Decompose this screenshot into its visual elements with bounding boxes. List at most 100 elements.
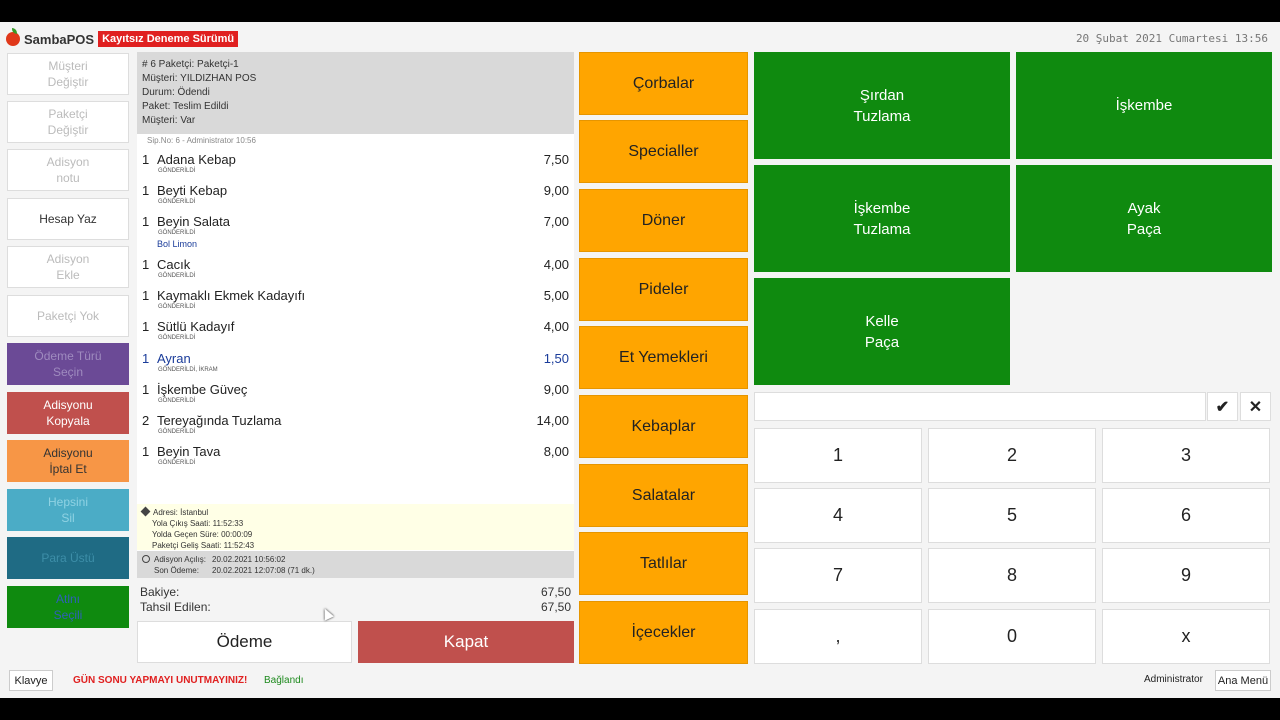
category-button[interactable]: Specialler — [579, 120, 748, 183]
ticket-header-line: Müşteri: Var — [142, 115, 196, 126]
keyboard-button[interactable]: Klavye — [9, 670, 53, 691]
ticket-note-button[interactable]: Adisyon notu — [7, 149, 129, 191]
item-status: GÖNDERİLDİ — [158, 304, 196, 310]
ticket-panel: # 6 Paketçi: Paketçi-1 Müşteri: YILDIZHA… — [137, 52, 574, 578]
item-price: 4,00 — [543, 257, 569, 272]
end-of-day-warning: GÜN SONU YAPMAYI UNUTMAYINIZ! — [73, 675, 248, 686]
numpad-key[interactable]: , — [754, 609, 922, 664]
item-qty: 1 — [142, 319, 150, 334]
current-user: Administrator — [1144, 674, 1203, 685]
item-name: Tereyağında Tuzlama — [157, 413, 282, 428]
trial-badge: Kayıtsız Deneme Sürümü — [98, 31, 239, 47]
balance-value: 67,50 — [540, 585, 571, 599]
item-price: 8,00 — [543, 444, 569, 459]
item-qty: 1 — [142, 288, 150, 303]
product-button[interactable]: Şırdan Tuzlama — [754, 52, 1010, 159]
numpad-key[interactable]: 3 — [1102, 428, 1270, 483]
numpad-key[interactable]: 0 — [928, 609, 1096, 664]
item-qty: 1 — [142, 257, 150, 272]
main-menu-button[interactable]: Ana Menü — [1215, 670, 1271, 691]
item-price: 7,00 — [543, 214, 569, 229]
category-button[interactable]: Salatalar — [579, 464, 748, 527]
item-price: 7,50 — [543, 152, 569, 167]
item-name: Kaymaklı Ekmek Kadayıfı — [157, 288, 306, 303]
clock-icon — [142, 555, 150, 563]
charge-account-button[interactable]: Hesap Yaz — [7, 198, 129, 240]
product-button[interactable]: Ayak Paça — [1016, 165, 1272, 272]
item-price: 9,00 — [543, 382, 569, 397]
pos-window: SambaPOS Kayıtsız Deneme Sürümü 20 Şubat… — [0, 22, 1280, 698]
item-qty: 1 — [142, 183, 150, 198]
copy-ticket-button[interactable]: Adisyonu Kopyala — [7, 392, 129, 434]
category-button[interactable]: İçecekler — [579, 601, 748, 664]
app-logo: SambaPOS Kayıtsız Deneme Sürümü — [6, 28, 239, 48]
item-status: GÖNDERİLDİ — [158, 199, 196, 205]
numpad-key[interactable]: 9 — [1102, 548, 1270, 603]
datetime: 20 Şubat 2021 Cumartesi 13:56 — [1075, 32, 1268, 45]
collected-value: 67,50 — [540, 600, 571, 614]
open-time-label: Adisyon Açılış: — [154, 555, 207, 564]
item-price: 14,00 — [536, 413, 569, 428]
ticket-header-line: Durum: Ödendi — [142, 87, 210, 98]
category-button[interactable]: Çorbalar — [579, 52, 748, 115]
product-button[interactable]: İşkembe — [1016, 52, 1272, 159]
item-qty: 1 — [142, 444, 150, 459]
change-courier-button[interactable]: Paketçi Değiştir — [7, 101, 129, 143]
selected-button[interactable]: Atlnı Seçili — [7, 586, 129, 628]
numpad-key[interactable]: 5 — [928, 488, 1096, 543]
ticket-totals: Bakiye: 67,50 Tahsil Edilen: 67,50 — [140, 585, 571, 615]
item-qty: 1 — [142, 351, 150, 366]
numpad-input[interactable] — [754, 392, 1206, 421]
ticket-header[interactable]: # 6 Paketçi: Paketçi-1 Müşteri: YILDIZHA… — [137, 52, 574, 134]
numpad-key[interactable]: 2 — [928, 428, 1096, 483]
close-icon[interactable]: ✕ — [1240, 392, 1271, 421]
ticket-header-line: # 6 Paketçi: Paketçi-1 — [142, 59, 239, 70]
numpad-key[interactable]: 1 — [754, 428, 922, 483]
product-button[interactable]: Kelle Paça — [754, 278, 1010, 385]
address-line: Adresi: İstanbul — [153, 508, 209, 517]
category-button[interactable]: Kebaplar — [579, 395, 748, 458]
item-status: GÖNDERİLDİ — [158, 273, 196, 279]
close-button[interactable]: Kapat — [358, 621, 574, 663]
item-status: GÖNDERİLDİ, İKRAM — [158, 367, 218, 373]
order-info: Sip.No: 6 - Administrator 10:56 — [147, 136, 256, 145]
change-button[interactable]: Para Üstü — [7, 537, 129, 579]
select-payment-type-button[interactable]: Ödeme Türü Seçin — [7, 343, 129, 385]
item-status: GÖNDERİLDİ — [158, 398, 196, 404]
category-button[interactable]: Et Yemekleri — [579, 326, 748, 389]
departure-time: Yola Çıkış Saati: 11:52:33 — [152, 519, 244, 528]
add-ticket-button[interactable]: Adisyon Ekle — [7, 246, 129, 288]
item-price: 4,00 — [543, 319, 569, 334]
no-courier-button[interactable]: Paketçi Yok — [7, 295, 129, 337]
numpad-key[interactable]: 8 — [928, 548, 1096, 603]
arrival-time: Paketçi Geliş Saati: 11:52:43 — [152, 541, 255, 550]
category-button[interactable]: Döner — [579, 189, 748, 252]
connection-status: Bağlandı — [264, 675, 304, 686]
product-button[interactable]: İşkembe Tuzlama — [754, 165, 1010, 272]
numpad-key[interactable]: x — [1102, 609, 1270, 664]
item-price: 9,00 — [543, 183, 569, 198]
cancel-ticket-button[interactable]: Adisyonu İptal Et — [7, 440, 129, 482]
change-customer-button[interactable]: Müşteri Değiştir — [7, 53, 129, 95]
collected-label: Tahsil Edilen: — [140, 600, 211, 614]
delete-all-button[interactable]: Hepsini Sil — [7, 489, 129, 531]
item-note: Bol Limon — [157, 239, 198, 249]
category-button[interactable]: Pideler — [579, 258, 748, 321]
item-name: Sütlü Kadayıf — [157, 319, 235, 334]
item-price: 5,00 — [543, 288, 569, 303]
numpad-key[interactable]: 6 — [1102, 488, 1270, 543]
item-name: Ayran — [157, 351, 191, 366]
item-qty: 1 — [142, 214, 150, 229]
balance-label: Bakiye: — [140, 585, 180, 599]
item-status: GÖNDERİLDİ — [158, 230, 196, 236]
payment-button[interactable]: Ödeme — [137, 621, 352, 663]
last-payment-value: 20.02.2021 12:07:08 (71 dk.) — [212, 566, 315, 575]
check-icon[interactable]: ✔ — [1207, 392, 1238, 421]
numpad-key[interactable]: 4 — [754, 488, 922, 543]
item-name: Beyin Tava — [157, 444, 221, 459]
ticket-header-line: Paket: Teslim Edildi — [142, 101, 229, 112]
last-payment-label: Son Ödeme: — [154, 566, 199, 575]
numpad-key[interactable]: 7 — [754, 548, 922, 603]
open-time-value: 20.02.2021 10:56:02 — [212, 555, 286, 564]
category-button[interactable]: Tatlılar — [579, 532, 748, 595]
